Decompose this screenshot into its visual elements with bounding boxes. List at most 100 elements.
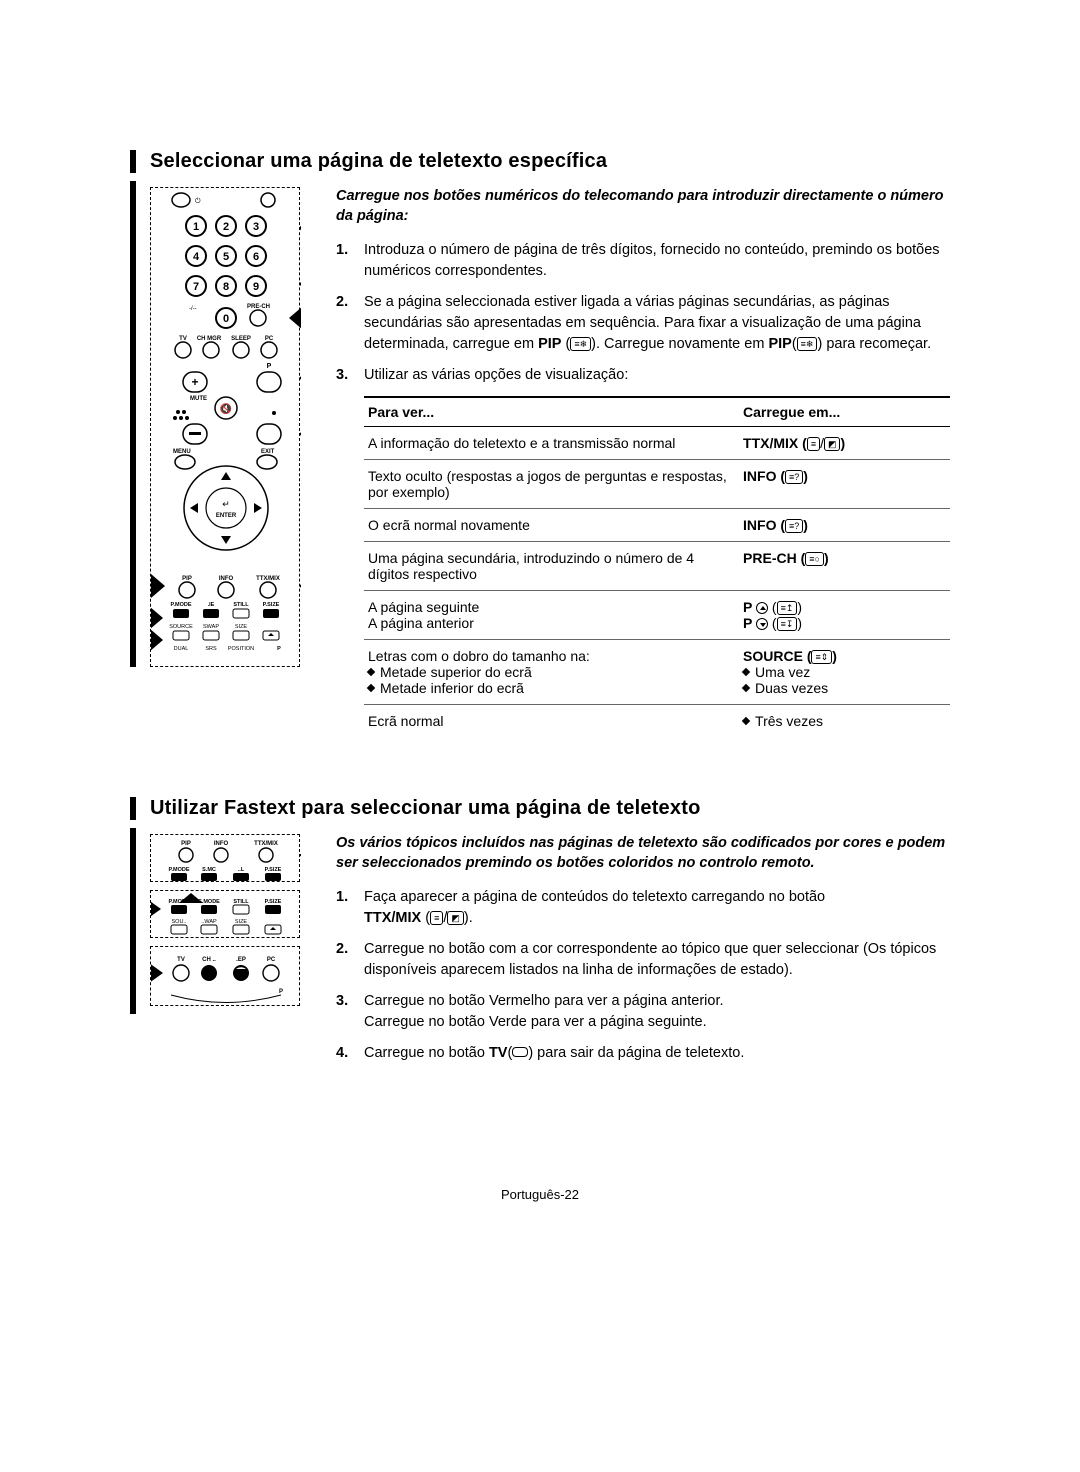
section-title: Seleccionar uma página de teletexto espe… — [150, 150, 950, 173]
cell: Texto oculto (respostas a jogos de pergu… — [364, 460, 739, 509]
svg-text:8: 8 — [223, 281, 229, 293]
bullet-icon — [367, 684, 375, 692]
step2-text-c: . Carregue novamente em — [596, 336, 768, 352]
svg-text:..L: ..L — [238, 867, 245, 873]
table-row: A informação do teletexto e a transmissã… — [364, 427, 950, 460]
ttxmix-label: TTX/MIX — [364, 910, 421, 926]
remote-detail-3: TV CH .. .EP PC P — [150, 946, 300, 1006]
cell: A página seguinte A página anterior — [364, 591, 739, 640]
page-down-icon: ≡↧ — [777, 617, 798, 631]
step-1: Introduza o número de página de três díg… — [336, 240, 950, 282]
section2-steps: Faça aparecer a página de conteúdos do t… — [336, 887, 950, 1064]
svg-text:EXIT: EXIT — [261, 449, 275, 455]
svg-text:DUAL: DUAL — [174, 646, 189, 652]
step3-text-a: Carregue no botão Vermelho para ver a pá… — [364, 993, 724, 1009]
table-row: A página seguinte A página anterior P (≡… — [364, 591, 950, 640]
step2-text: Carregue no botão com a cor corresponden… — [364, 941, 936, 978]
section1-content: Carregue nos botões numéricos do telecom… — [336, 181, 950, 737]
lower-half-label: Metade inferior do ecrã — [380, 680, 524, 696]
svg-text:SOURCE: SOURCE — [169, 624, 193, 630]
ttxmix-label: TTX/MIX ( — [743, 435, 807, 451]
svg-text:SRS: SRS — [205, 646, 217, 652]
svg-text:P: P — [279, 989, 283, 995]
cell: Três vezes — [739, 705, 950, 738]
cell: PRE-CH (≡○) — [739, 542, 950, 591]
svg-text:MUTE: MUTE — [190, 396, 207, 402]
table-row: Uma página secundária, introduzindo o nú… — [364, 542, 950, 591]
svg-text:1: 1 — [193, 221, 199, 233]
th-paraver: Para ver... — [364, 397, 739, 427]
svg-text:CH MGR: CH MGR — [197, 336, 222, 342]
prev-page-label: A página anterior — [368, 615, 735, 631]
source-label: SOURCE ( — [743, 648, 811, 664]
svg-text:TTX/MIX: TTX/MIX — [256, 576, 280, 582]
svg-text:TV: TV — [179, 336, 187, 342]
svg-text:SIZE: SIZE — [235, 919, 248, 925]
paren-close: ). — [464, 910, 473, 926]
bullet-icon — [367, 668, 375, 676]
section-teletext-page: Seleccionar uma página de teletexto espe… — [130, 150, 950, 737]
svg-text:4: 4 — [193, 251, 200, 263]
svg-text:.EP: .EP — [236, 957, 246, 963]
svg-text:STILL: STILL — [233, 899, 249, 905]
step4-text-d: ) para sair da página de teletexto. — [528, 1045, 744, 1061]
page-up-icon: ≡↥ — [777, 601, 798, 615]
tv-label: TV — [489, 1045, 508, 1061]
pip-label: PIP — [538, 336, 561, 352]
svg-text:STILL: STILL — [233, 602, 249, 608]
page-footer: Português-22 — [0, 1187, 1080, 1202]
cell: Uma página secundária, introduzindo o nú… — [364, 542, 739, 591]
svg-text:INFO: INFO — [219, 576, 234, 582]
svg-text:PRE-CH: PRE-CH — [247, 304, 270, 310]
bullet-icon — [742, 717, 750, 725]
step4-text-a: Carregue no botão — [364, 1045, 489, 1061]
table-row: Letras com o dobro do tamanho na: Metade… — [364, 640, 950, 705]
hold-icon: ≡❄ — [797, 337, 818, 351]
info-label: INFO ( — [743, 517, 785, 533]
size-icon: ≡⇕ — [811, 650, 832, 664]
ttx-icon: ≡ — [430, 911, 443, 925]
step-3: Utilizar as várias opções de visualizaçã… — [336, 365, 950, 386]
svg-text:CH ..: CH .. — [202, 957, 216, 963]
section1-steps: Introduza o número de página de três díg… — [336, 240, 950, 386]
svg-text:P.SIZE: P.SIZE — [265, 867, 282, 873]
remote-illustration: ⏻ 1 2 3 4 5 6 7 8 9 0 — [150, 187, 300, 667]
svg-text:P.SIZE: P.SIZE — [265, 899, 282, 905]
up-icon — [756, 602, 768, 614]
svg-text:ENTER: ENTER — [216, 513, 237, 519]
section-fastext: Utilizar Fastext para seleccionar uma pá… — [130, 797, 950, 1074]
p-label: P — [743, 615, 756, 631]
svg-text:.IE: .IE — [208, 602, 215, 608]
cell: P (≡↥) P (≡↧) — [739, 591, 950, 640]
bullet-icon — [742, 668, 750, 676]
svg-text:SLEEP: SLEEP — [231, 336, 251, 342]
svg-text:P.SIZE: P.SIZE — [263, 602, 280, 608]
svg-text:P: P — [277, 646, 281, 652]
svg-text:SIZE: SIZE — [235, 624, 248, 630]
svg-text:⏻: ⏻ — [195, 197, 201, 205]
svg-text:TV: TV — [177, 957, 185, 963]
hold-icon: ≡❄ — [570, 337, 591, 351]
step-4: Carregue no botão TV() para sair da pági… — [336, 1043, 950, 1064]
svg-text:6: 6 — [253, 251, 259, 263]
cell: O ecrã normal novamente — [364, 509, 739, 542]
section-header: Seleccionar uma página de teletexto espe… — [130, 150, 950, 173]
remote-detail-column: PIP INFO TTX/MIX P.MODE S.MC ..L — [130, 828, 310, 1014]
step2-text-e: para recomeçar. — [822, 336, 931, 352]
cell: Ecrã normal — [364, 705, 739, 738]
remote-illustration-column: ⏻ 1 2 3 4 5 6 7 8 9 0 — [130, 181, 310, 667]
step-3: Carregue no botão Vermelho para ver a pá… — [336, 991, 950, 1033]
step1-text-a: Faça aparecer a página de conteúdos do t… — [364, 889, 825, 905]
svg-text:..WAP: ..WAP — [201, 919, 217, 925]
section-header: Utilizar Fastext para seleccionar uma pá… — [130, 797, 950, 820]
svg-text:POSITION: POSITION — [228, 646, 254, 652]
svg-text:0: 0 — [223, 313, 229, 325]
bullet-icon — [742, 684, 750, 692]
svg-text:3: 3 — [253, 221, 259, 233]
section2-content: Os vários tópicos incluídos nas páginas … — [336, 828, 950, 1074]
step-1: Faça aparecer a página de conteúdos do t… — [336, 887, 950, 929]
svg-text:TTX/MIX: TTX/MIX — [254, 841, 278, 847]
upper-half-label: Metade superior do ecrã — [380, 664, 532, 680]
cell: Letras com o dobro do tamanho na: Metade… — [364, 640, 739, 705]
svg-text:SOU..: SOU.. — [172, 919, 187, 925]
